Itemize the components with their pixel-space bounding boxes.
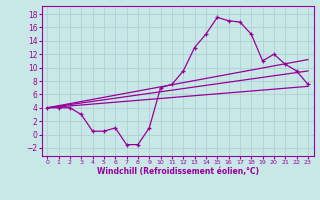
X-axis label: Windchill (Refroidissement éolien,°C): Windchill (Refroidissement éolien,°C) bbox=[97, 167, 259, 176]
